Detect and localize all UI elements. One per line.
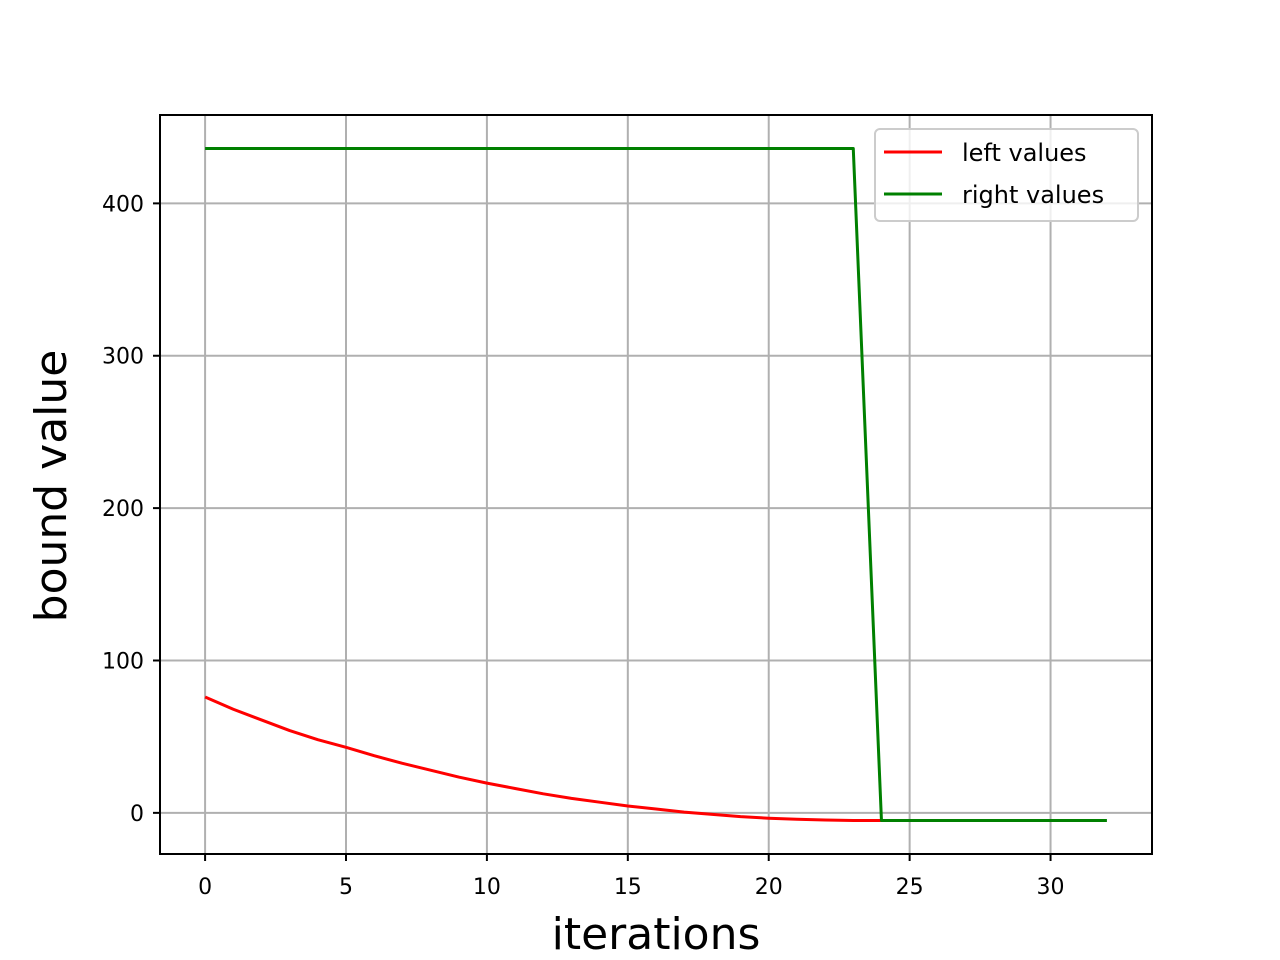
x-tick-label: 15: [614, 875, 642, 900]
x-tick-label: 30: [1037, 875, 1065, 900]
series-line-left-values: [204, 695, 882, 822]
x-axis-title: iterations: [552, 909, 761, 960]
y-tick-label: 400: [102, 192, 144, 217]
grid: [160, 115, 1152, 854]
x-tick-label: 5: [339, 875, 353, 900]
plot-frame: [159, 114, 1153, 855]
legend-label-left-values: left values: [962, 139, 1087, 167]
y-tick-label: 300: [102, 345, 144, 370]
x-tick-label: 0: [198, 875, 212, 900]
x-tick-label: 10: [473, 875, 501, 900]
series-line-right-values: [205, 147, 1107, 822]
x-tick-label: 20: [755, 875, 783, 900]
legend-label-right-values: right values: [962, 181, 1104, 209]
y-tick-label: 200: [102, 497, 144, 522]
y-axis-title: bound value: [26, 350, 77, 623]
y-tick-label: 100: [102, 649, 144, 674]
series-layer: [204, 147, 1107, 822]
x-tick-label: 25: [896, 875, 924, 900]
legend: left values right values: [874, 128, 1139, 222]
y-tick-label: 0: [130, 802, 144, 827]
